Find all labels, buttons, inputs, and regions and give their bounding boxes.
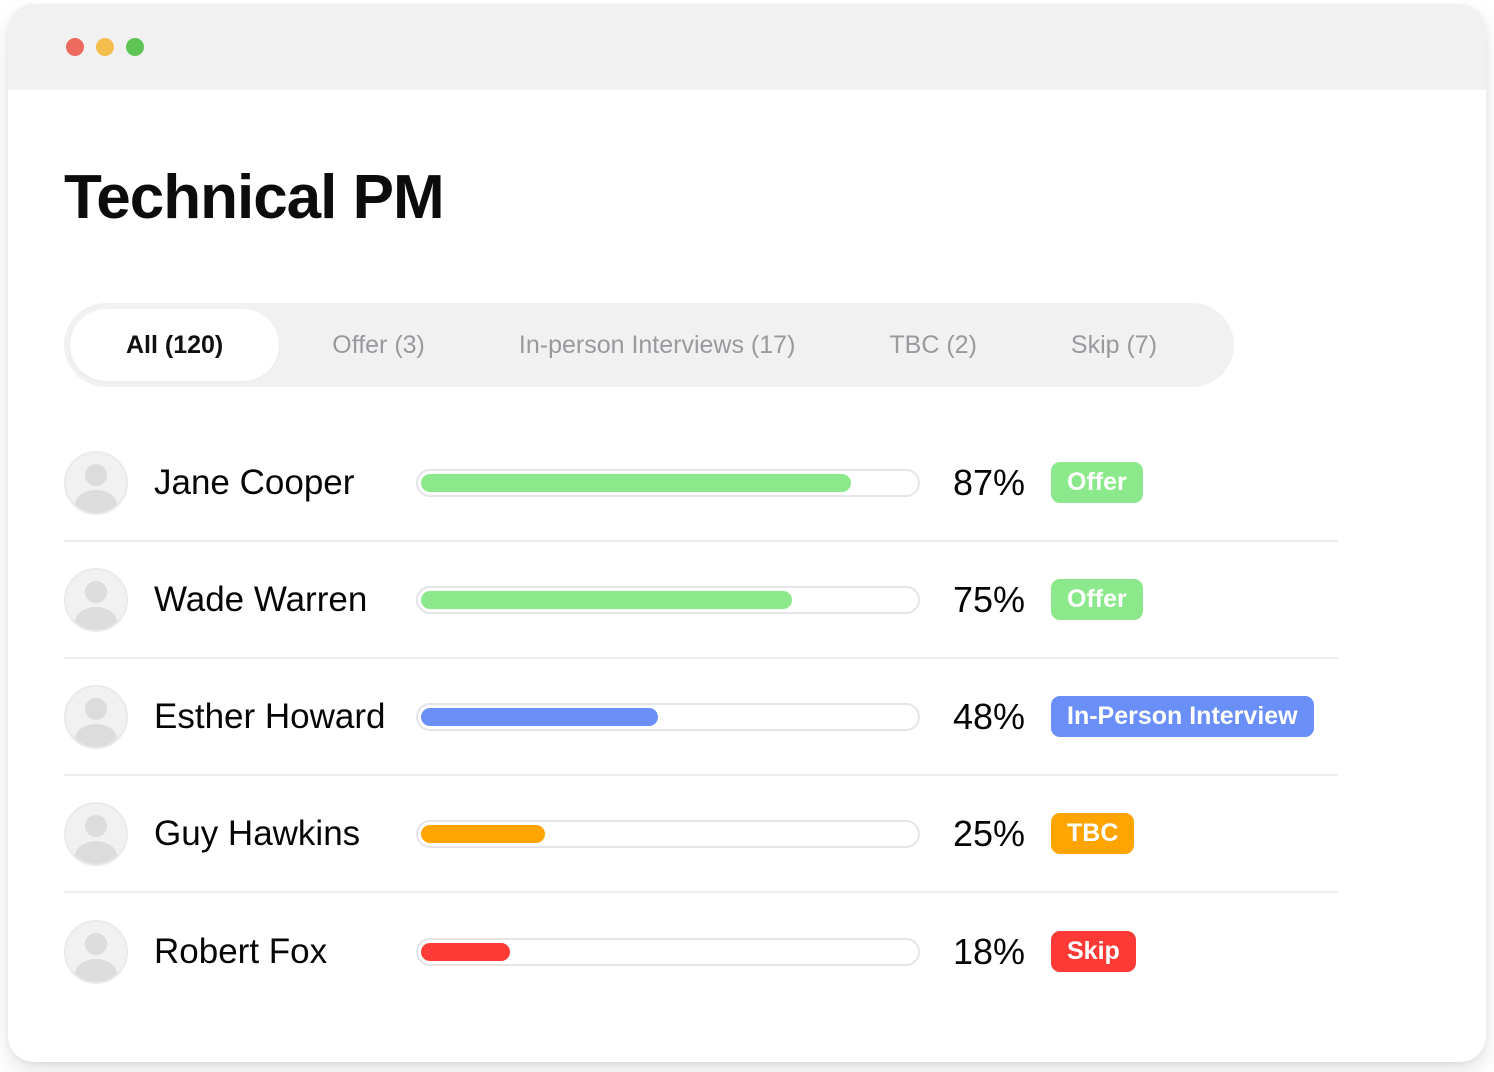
avatar: [64, 567, 128, 632]
tab-in-person-interviews-17[interactable]: In-person Interviews (17): [472, 303, 843, 387]
match-percentage: 18%: [953, 930, 1026, 972]
status-badge[interactable]: Offer: [1051, 462, 1143, 503]
match-percentage: 87%: [953, 461, 1026, 503]
match-percentage: 48%: [953, 695, 1026, 737]
avatar-person-icon: [85, 463, 107, 486]
window-titlebar: [8, 4, 1486, 90]
app-window: Technical PM All (120) Offer (3) In-person…: [8, 4, 1486, 1062]
progress-bar-fill: [421, 942, 510, 961]
minimize-window-icon[interactable]: [96, 38, 114, 56]
progress-bar-fill: [421, 824, 545, 843]
avatar-person-icon: [85, 580, 107, 603]
tab-tbc-2[interactable]: TBC (2): [842, 303, 1024, 387]
main-content: Technical PM All (120) Offer (3) In-person…: [8, 162, 1486, 1010]
candidate-row[interactable]: Jane Cooper 87% Offer: [64, 425, 1338, 542]
avatar-person-icon: [75, 489, 117, 513]
candidate-row[interactable]: Wade Warren 75% Offer: [64, 542, 1338, 659]
avatar-person-icon: [75, 840, 117, 864]
progress-bar: [416, 937, 920, 966]
tab-offer-3[interactable]: Offer (3): [285, 303, 472, 387]
match-percentage: 75%: [953, 578, 1026, 620]
candidate-name: Robert Fox: [154, 931, 328, 971]
progress-bar-fill: [421, 590, 792, 609]
avatar: [64, 919, 128, 984]
progress-bar: [416, 468, 920, 497]
page-title: Technical PM: [64, 163, 445, 232]
progress-bar: [416, 585, 920, 614]
close-window-icon[interactable]: [66, 38, 84, 56]
status-badge[interactable]: Skip: [1051, 931, 1136, 972]
tab-skip-7[interactable]: Skip (7): [1024, 303, 1204, 387]
status-badge[interactable]: TBC: [1051, 813, 1135, 854]
tab-all-120[interactable]: All (120): [70, 309, 280, 381]
candidate-name: Esther Howard: [154, 696, 386, 736]
candidate-name: Wade Warren: [154, 579, 368, 619]
status-badge[interactable]: In-Person Interview: [1051, 696, 1314, 737]
avatar: [64, 801, 128, 866]
candidate-row[interactable]: Robert Fox 18% Skip: [64, 893, 1338, 1010]
status-tab-bar: All (120) Offer (3) In-person Interviews (…: [64, 303, 1235, 387]
match-percentage: 25%: [953, 812, 1026, 854]
avatar-person-icon: [85, 932, 107, 955]
progress-bar-fill: [421, 707, 659, 726]
candidate-name: Guy Hawkins: [154, 813, 361, 853]
avatar-person-icon: [75, 606, 117, 630]
status-badge[interactable]: Offer: [1051, 579, 1143, 620]
candidate-list: Jane Cooper 87% Offer Wade Warren 75% Of…: [64, 425, 1338, 1010]
candidate-row[interactable]: Guy Hawkins 25% TBC: [64, 776, 1338, 893]
candidate-name: Jane Cooper: [154, 462, 355, 502]
avatar-person-icon: [85, 697, 107, 720]
progress-bar: [416, 702, 920, 731]
avatar-person-icon: [75, 723, 117, 747]
progress-bar: [416, 819, 920, 848]
avatar-person-icon: [75, 958, 117, 982]
progress-bar-fill: [421, 473, 851, 492]
candidate-row[interactable]: Esther Howard 48% In-Person Interview: [64, 659, 1338, 776]
avatar-person-icon: [85, 814, 107, 837]
traffic-lights: [66, 38, 144, 56]
zoom-window-icon[interactable]: [126, 38, 144, 56]
avatar: [64, 684, 128, 749]
avatar: [64, 450, 128, 515]
